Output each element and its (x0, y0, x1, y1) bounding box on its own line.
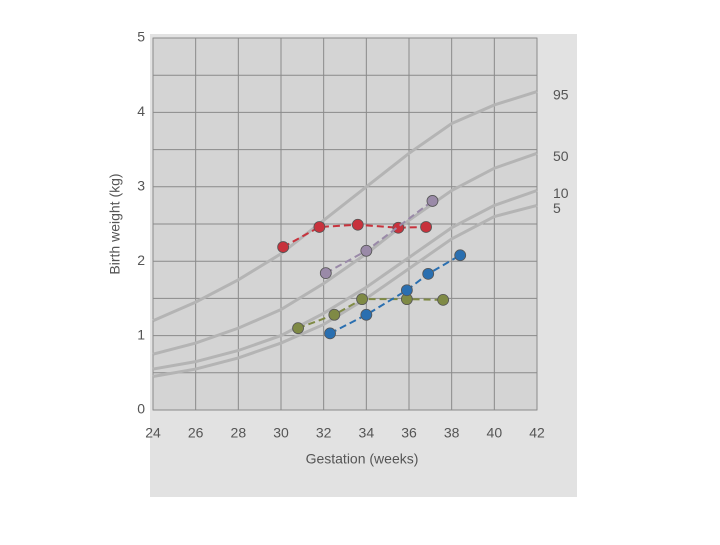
data-point (420, 221, 432, 233)
x-tick-label: 34 (359, 425, 375, 441)
percentile-curve (152, 151, 538, 356)
x-tick-label: 38 (444, 425, 460, 441)
percentile-curve (152, 203, 538, 378)
y-axis-label: Birth weight (kg) (107, 173, 123, 274)
x-tick-label: 24 (145, 425, 161, 441)
data-point (422, 267, 435, 280)
data-point (454, 249, 467, 262)
curve-label: 50 (553, 148, 569, 164)
data-point (328, 308, 341, 321)
y-tick-label: 3 (137, 178, 145, 194)
curve-label: 10 (553, 185, 569, 201)
data-point (360, 244, 373, 257)
curve-label: 5 (553, 200, 561, 216)
curve-label: 95 (553, 86, 569, 102)
data-point (356, 293, 368, 306)
y-tick-label: 2 (137, 252, 145, 268)
x-tick-label: 36 (401, 425, 417, 441)
y-tick-label: 0 (137, 401, 145, 417)
x-tick-label: 42 (529, 425, 545, 441)
data-point (277, 241, 290, 253)
x-axis-label: Gestation (weeks) (306, 451, 419, 467)
y-tick-label: 4 (137, 103, 145, 119)
data-point (426, 195, 439, 207)
x-tick-label: 40 (487, 425, 503, 441)
data-point (437, 293, 450, 306)
y-tick-label: 1 (137, 326, 145, 342)
data-point (292, 322, 304, 335)
percentile-curve (152, 189, 538, 371)
data-point (324, 327, 336, 340)
x-tick-label: 30 (273, 425, 289, 441)
data-point (313, 221, 326, 233)
x-tick-label: 32 (316, 425, 332, 441)
data-point (319, 267, 332, 280)
percentile-curve (152, 90, 538, 323)
x-tick-label: 28 (231, 425, 247, 441)
x-tick-label: 26 (188, 425, 204, 441)
data-point (360, 308, 373, 321)
data-point (400, 284, 413, 297)
data-point (351, 218, 364, 231)
y-tick-label: 5 (137, 29, 145, 45)
